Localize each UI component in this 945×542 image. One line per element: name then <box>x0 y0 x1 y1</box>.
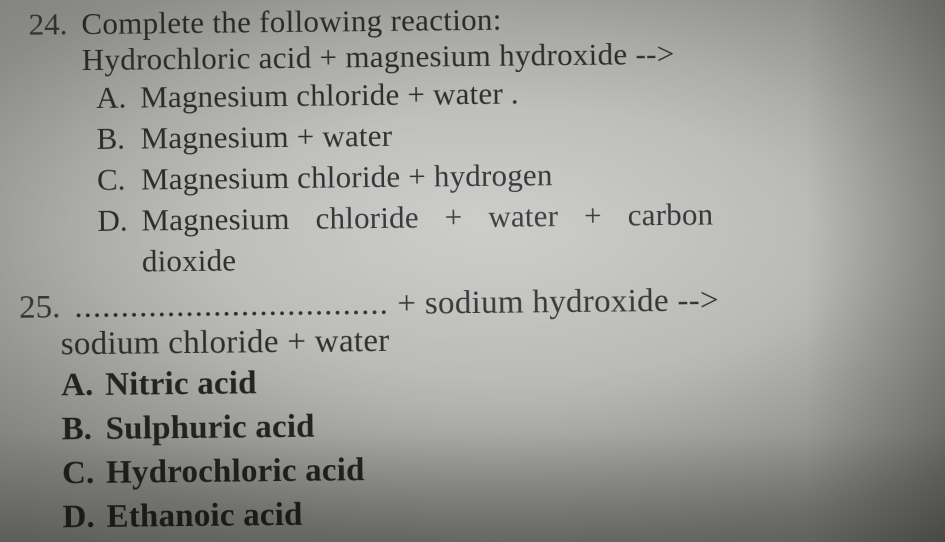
option-text: Magnesium chloride + water + carbon <box>141 194 713 241</box>
stem-tail: + sodium hydroxide --> <box>389 282 719 321</box>
question-24-options: A. Magnesium chloride + water . B. Magne… <box>96 69 938 282</box>
option-letter: C. <box>62 451 106 496</box>
option-letter: C. <box>97 159 141 200</box>
option-text: Magnesium + water <box>140 116 392 160</box>
question-stem: .................................. + sod… <box>74 282 719 326</box>
option-letter: A. <box>61 362 105 407</box>
option-text: Sulphuric acid <box>105 404 315 450</box>
option-text-cont: dioxide <box>142 240 237 282</box>
question-stem: Complete the following reaction: <box>81 2 502 42</box>
option-letter: B. <box>61 407 105 452</box>
blank-dots: .................................. <box>74 285 389 324</box>
question-25-options: A. Nitric acid B. Sulphuric acid C. Hydr… <box>61 354 941 540</box>
option-text: Magnesium chloride + water . <box>140 74 519 119</box>
question-number: 25. <box>8 289 74 327</box>
question-number: 24. <box>5 6 81 43</box>
question-25: 25. .................................. +… <box>8 280 941 541</box>
option-text: Magnesium chloride + hydrogen <box>141 155 553 200</box>
option-letter: D. <box>62 495 106 540</box>
option-text: Nitric acid <box>105 361 257 407</box>
option-letter: B. <box>96 118 140 159</box>
option-letter: A. <box>96 77 140 118</box>
question-24: 24. Complete the following reaction: Hyd… <box>5 0 938 283</box>
option-text: Ethanoic acid <box>106 493 302 539</box>
option-d-cont: dioxide <box>98 233 938 283</box>
option-text: Hydrochloric acid <box>106 448 365 495</box>
option-letter: D. <box>97 200 141 241</box>
question-stem: Hydrochloric acid + magnesium hydroxide … <box>82 36 675 78</box>
option-d: D. Ethanoic acid <box>62 486 940 539</box>
